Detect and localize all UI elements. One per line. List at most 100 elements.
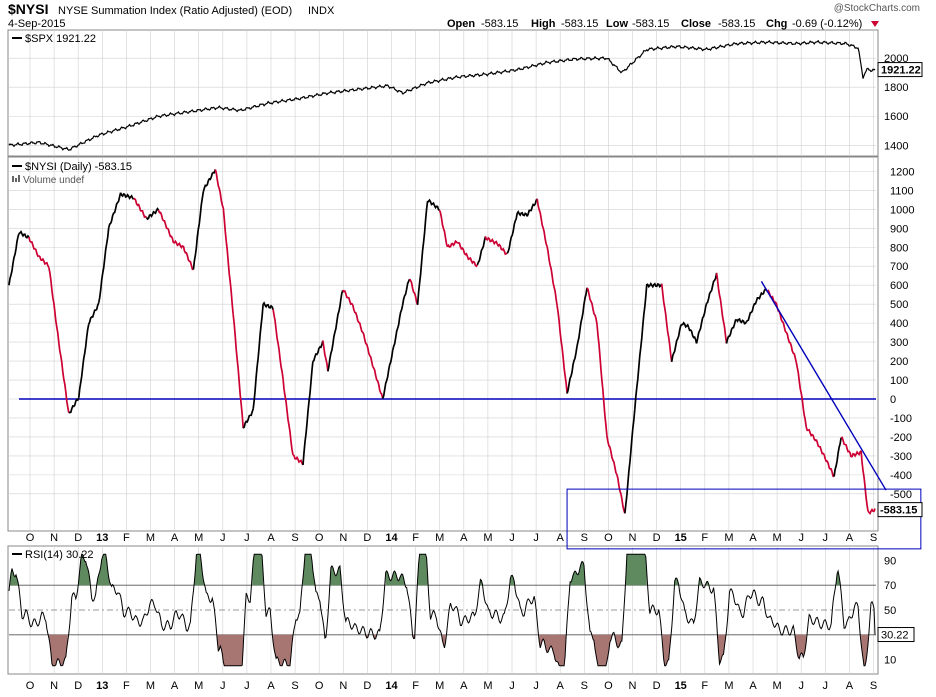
spx-legend-text: $SPX 1921.22 [25,33,96,45]
nysi-segment [860,450,869,512]
nysi-segment [302,361,314,465]
exchange: INDX [308,5,335,17]
nysi-segment [755,287,768,302]
rsi-y-tick: 50 [884,605,896,617]
nysi-segment [457,242,469,257]
nysi-y-tick: 400 [890,318,908,330]
nysi-segment [624,409,636,514]
nysi-segment [214,169,225,209]
nysi-y-tick: 200 [890,356,908,368]
x-tick-label: O [604,680,613,692]
x-tick-label: F [701,680,708,692]
nysi-segment [292,454,304,466]
x-tick-label: N [629,680,637,692]
nysi-segment [8,233,20,286]
nysi-segment [18,230,30,239]
nysi-y-tick: 1200 [890,166,914,178]
nysi-segment [327,289,344,372]
nysi-segment [506,213,519,254]
nysi-segment [408,278,419,306]
nysi-segment [381,350,394,399]
x-tick-label: J [220,680,226,692]
description: NYSE Summation Index (Ratio Adjusted) (E… [58,5,292,17]
trend-line [760,281,887,491]
x-tick-label: A [749,680,757,692]
rsi-last-label: 30.22 [881,630,909,642]
x-tick-label: M [435,532,444,544]
nysi-segment [262,301,274,310]
x-tick-label: A [557,532,565,544]
nysi-segment [97,227,110,304]
x-tick-label: A [171,532,179,544]
nysi-segment [586,287,598,325]
rsi-overbought-fill [510,575,515,586]
x-tick-label: M [483,680,492,692]
spx-y-tick: 2000 [884,53,908,65]
x-tick-label: 13 [96,532,108,544]
x-tick-label: J [533,532,539,544]
x-tick-label: O [26,680,35,692]
nysi-segment [427,198,441,211]
nysi-panel [7,156,879,532]
axis-layer: O O N N D D 13 13 F F M M A A M M J J J J A A S S O O N N D D 14 14 F F M M… [26,53,923,692]
rsi-legend-text: RSI(14) 30.22 [25,549,93,561]
x-tick-label: F [412,532,419,544]
x-tick-label: S [291,532,298,544]
close-label: Close [681,18,711,30]
nysi-segment [272,309,284,380]
nysi-segment [670,323,683,362]
nysi-segment [687,326,698,344]
rsi-overbought-fill [194,554,205,586]
x-tick-label: A [267,532,275,544]
rsi-overbought-fill [96,554,111,586]
x-tick-label: S [581,532,588,544]
nysi-y-tick: -200 [890,432,912,444]
nysi-segment [476,236,487,266]
nysi-segment [681,321,690,329]
nysi-y-tick: -500 [890,489,912,501]
rsi-oversold-fill [717,634,726,664]
spx-y-tick: 1400 [884,140,908,152]
nysi-segment [823,454,835,478]
x-tick-label: D [74,532,82,544]
nysi-y-tick: -100 [890,413,912,425]
high-label: High [531,18,556,30]
rsi-last-box [877,627,915,643]
chart-header: $NYSI NYSE Summation Index (Ratio Adjust… [8,1,920,30]
nysi-y-tick: 500 [890,299,908,311]
nysi-y-tick: -300 [890,451,912,463]
x-tick-label: N [339,532,347,544]
x-tick-label: D [363,532,371,544]
volume-icon [12,176,14,182]
x-tick-label: O [26,532,35,544]
x-tick-label: J [244,680,250,692]
nysi-segment [401,278,411,306]
nysi-segment [438,209,449,248]
x-tick-label: 15 [675,532,687,544]
nysi-segment [282,379,294,456]
x-tick-label: 13 [96,680,108,692]
nysi-legend-text: $NYSI (Daily) -583.15 [25,161,132,173]
low-label: Low [606,18,628,30]
x-tick-label: M [194,532,203,544]
x-tick-label: M [435,680,444,692]
nysi-segment [526,198,538,217]
series-layer [8,39,922,667]
x-tick-label: J [509,680,515,692]
x-tick-label: S [291,680,298,692]
nysi-segment [546,246,558,306]
nysi-segment [867,508,876,515]
nysi-segment [222,207,235,315]
rsi-panel [7,545,879,675]
nysi-segment [833,437,842,477]
nysi-last-box [877,502,923,518]
rsi-oversold-fill [48,634,68,666]
nysi-segment [745,300,758,323]
nysi-segment [735,317,748,325]
x-tick-label: S [870,680,877,692]
x-tick-label: D [74,680,82,692]
rsi-overbought-fill [699,577,702,586]
x-tick-label: A [557,680,565,692]
highlight-box [566,488,922,550]
spx-last-label: 1921.22 [881,65,921,77]
